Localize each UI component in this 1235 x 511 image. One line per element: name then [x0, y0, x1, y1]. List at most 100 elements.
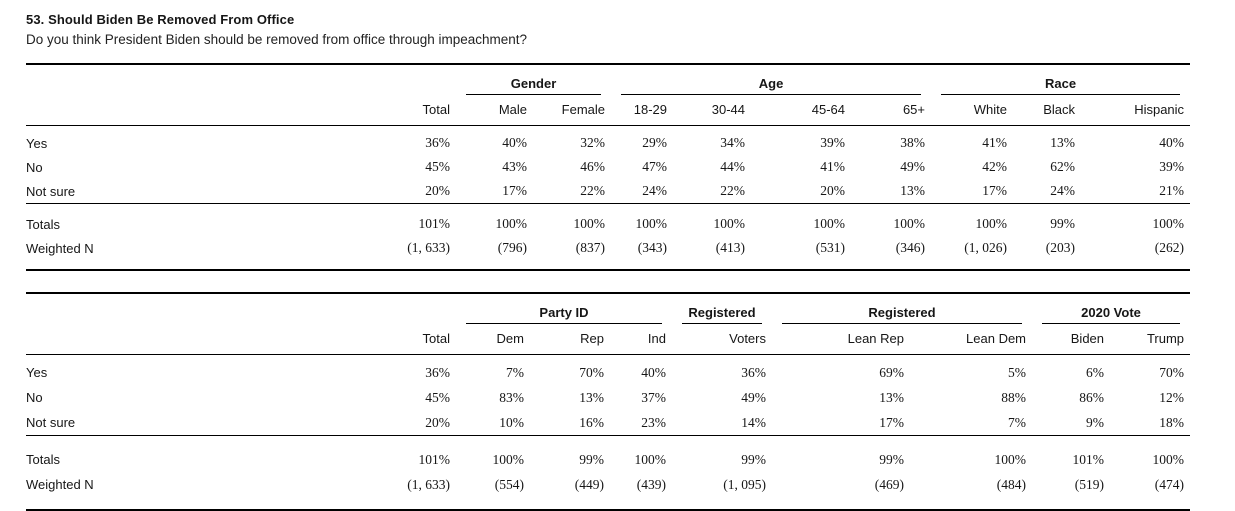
cell-value: (1, 095) — [672, 472, 772, 511]
cell-value: 18% — [1159, 414, 1185, 430]
cell-value: 39% — [1159, 159, 1185, 174]
row-label: No — [26, 390, 43, 405]
row-label: Not sure — [26, 415, 76, 430]
cell-value: 29% — [642, 135, 668, 150]
cell-value: 24% — [642, 183, 668, 198]
group-header-spacer — [26, 63, 456, 95]
cell-value: 41% — [982, 135, 1008, 150]
table-row: Not sure 20% 17% 22% 24% 22% 20% 13% 17% 24% 21% — [26, 179, 1190, 204]
cell-value: 70% — [1159, 364, 1185, 380]
group-header: Registered — [672, 292, 772, 324]
group-header-row: Gender Age Race — [26, 63, 1191, 95]
crosstab-tables: Gender Age Race Total Male Female 18-29 30-44 45… — [26, 63, 1235, 511]
row-label: Yes — [26, 135, 48, 151]
summary-row: Totals 101% 100% 100% 100% 100% 100% 100% 100% 99… — [26, 203, 1191, 236]
cell-value: 44% — [720, 159, 746, 174]
cell-value: 9% — [1086, 414, 1105, 430]
cell-value: 13% — [579, 389, 604, 405]
cell-value: 17% — [879, 414, 904, 430]
cell-value: 5% — [1008, 364, 1027, 380]
column-header: 18-29 — [611, 95, 674, 126]
cell-value: 22% — [580, 183, 606, 198]
group-header-label: Gender — [466, 73, 602, 95]
cell-value: 32% — [580, 135, 606, 150]
column-header: Biden — [1032, 324, 1111, 355]
cell-value: (469) — [772, 472, 910, 511]
cell-value: 100% — [533, 203, 612, 236]
cell-value: 17% — [502, 183, 527, 198]
group-header-label: Party ID — [466, 302, 662, 324]
summary-row: Weighted N (1, 633) (796) (837) (343) (413) (5… — [26, 236, 1191, 271]
group-header: Gender — [456, 63, 612, 95]
column-header: Ind — [610, 324, 672, 355]
cell-value: 6% — [1086, 364, 1105, 380]
group-header-label: Race — [941, 73, 1181, 95]
cell-value: 100% — [1110, 435, 1191, 472]
table-row: No 45% 83% 13% 37% 49% 13% 88% 86% 12% — [26, 385, 1190, 410]
cell-value: 20% — [820, 183, 846, 198]
cell-value: 100% — [610, 435, 672, 472]
group-header: Party ID — [456, 292, 672, 324]
column-header: 45-64 — [751, 95, 852, 126]
group-header-label: Registered — [782, 302, 1023, 324]
cell-value: 21% — [1159, 183, 1185, 198]
cell-value: 22% — [720, 183, 746, 198]
cell-value: 47% — [642, 159, 668, 174]
column-header: Total — [356, 95, 456, 126]
column-header: Lean Rep — [772, 324, 910, 355]
table-row: No 45% 43% 46% 47% 44% 41% 49% 42% 62% 39% — [26, 155, 1190, 179]
column-header: Female — [533, 95, 612, 126]
cell-value: 49% — [900, 159, 926, 174]
cell-value: 40% — [1159, 135, 1185, 150]
question-title: 53. Should Biden Be Removed From Office — [26, 12, 295, 27]
politics-crosstab: Party ID Registered Registered 2020 Vote Tot… — [26, 292, 1191, 511]
column-header-row: Total Male Female 18-29 30-44 45-64 65+ White Bl… — [26, 95, 1191, 126]
row-label: No — [26, 159, 43, 175]
cell-value: (474) — [1110, 472, 1191, 511]
row-label-column-stub — [26, 95, 356, 126]
cell-value: 13% — [879, 389, 904, 405]
cell-value: 38% — [900, 135, 926, 150]
cell-value: 83% — [499, 389, 524, 405]
cell-value: 99% — [772, 435, 910, 472]
cell-value: 36% — [741, 364, 766, 380]
cell-value: (346) — [851, 236, 932, 271]
cell-value: 100% — [851, 203, 932, 236]
column-header: Hispanic — [1081, 95, 1191, 126]
cell-value: 86% — [1079, 389, 1105, 405]
cell-value: 99% — [1013, 203, 1082, 236]
cell-value: (1, 026) — [931, 236, 1014, 271]
cell-value: 49% — [741, 389, 766, 405]
group-header-row: Party ID Registered Registered 2020 Vote — [26, 292, 1191, 324]
cell-value: 100% — [673, 203, 752, 236]
column-header: Black — [1013, 95, 1082, 126]
cell-value: 45% — [425, 389, 450, 405]
cell-value: (203) — [1013, 236, 1082, 271]
cell-value: 10% — [499, 414, 524, 430]
cell-value: 41% — [820, 159, 846, 174]
cell-value: 7% — [1008, 414, 1027, 430]
cell-value: 70% — [579, 364, 604, 380]
cell-value: 100% — [931, 203, 1014, 236]
row-label: Totals — [26, 435, 356, 472]
cell-value: 40% — [641, 364, 666, 380]
cell-value: 36% — [425, 135, 450, 150]
cell-value: 62% — [1050, 159, 1076, 174]
group-header: Registered — [772, 292, 1033, 324]
cell-value: 16% — [579, 414, 604, 430]
table-row: Yes 36% 40% 32% 29% 34% 39% 38% 41% 13% 40% — [26, 126, 1190, 156]
group-header: 2020 Vote — [1032, 292, 1191, 324]
group-header: Race — [931, 63, 1191, 95]
cell-value: 101% — [356, 435, 456, 472]
row-label-column-stub — [26, 324, 356, 355]
table-row: Yes 36% 7% 70% 40% 36% 69% 5% 6% 70% — [26, 355, 1190, 386]
cell-value: (262) — [1081, 236, 1191, 271]
cell-value: 100% — [456, 203, 533, 236]
column-header: 30-44 — [673, 95, 752, 126]
cell-value: 101% — [1032, 435, 1111, 472]
cell-value: 24% — [1050, 183, 1076, 198]
cell-value: 88% — [1001, 389, 1027, 405]
column-header: Total — [356, 324, 456, 355]
row-label: Weighted N — [26, 236, 356, 271]
